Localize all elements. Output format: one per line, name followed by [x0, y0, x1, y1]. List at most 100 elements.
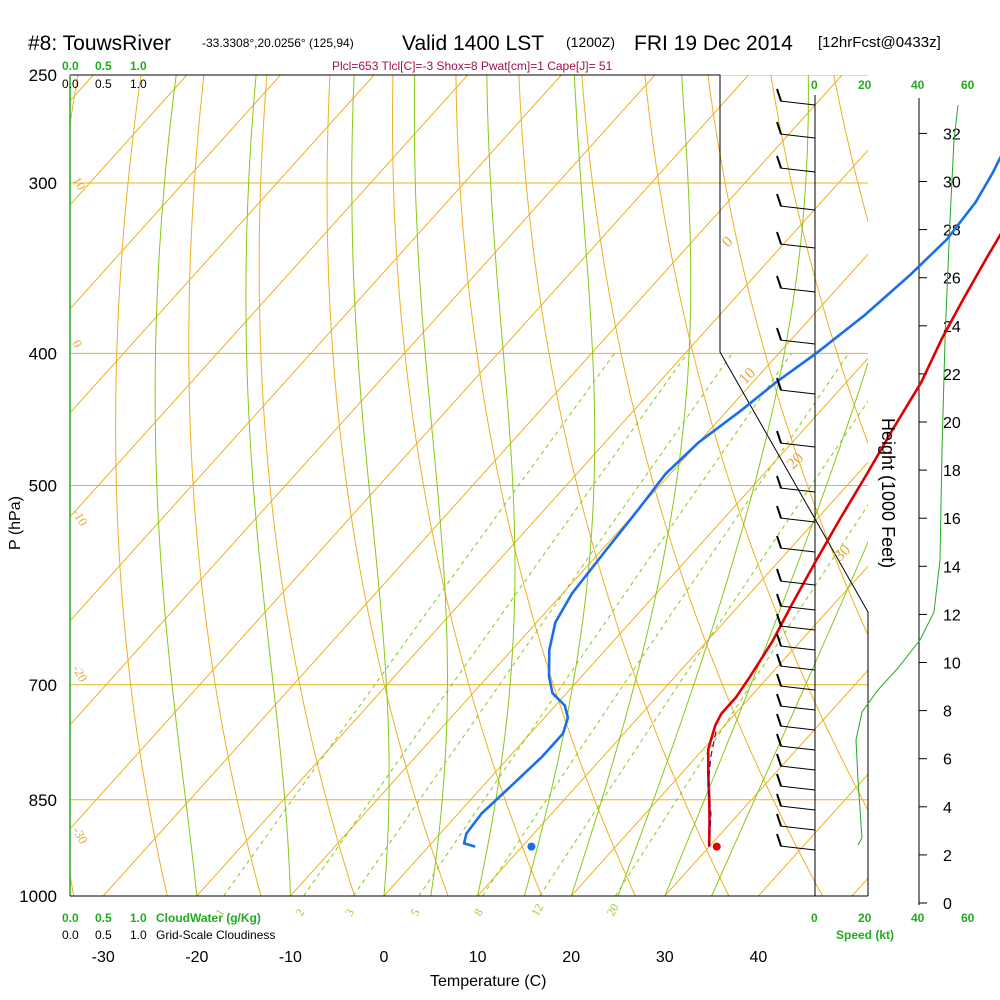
- speed-top-40: 40: [911, 78, 925, 92]
- dry-adiabat-label: 0: [69, 337, 85, 350]
- x-tick-label: 30: [656, 949, 674, 966]
- height-tick-label: 22: [943, 367, 961, 384]
- x-tick-label: 40: [750, 949, 768, 966]
- speed-top-20: 20: [858, 78, 872, 92]
- isotherm: [664, 669, 868, 896]
- grid-layer: [0, 51, 868, 896]
- station-title: #8: TouwsRiver: [28, 32, 171, 55]
- wind-barb-shaft: [779, 665, 816, 671]
- right-edge-label: 0: [719, 233, 737, 251]
- dry-adiabat-label: -10: [69, 506, 91, 529]
- height-tick-label: 12: [943, 607, 961, 624]
- mixing-ratio-line: [481, 353, 850, 896]
- mixing-ratio-line: [614, 504, 868, 896]
- moist-adiabat: [154, 75, 198, 896]
- height-axis-title: Height (1000 Feet): [878, 418, 898, 568]
- dry-adiabat: [258, 75, 355, 896]
- wind-barb-flag: [776, 693, 782, 707]
- wind-barb-shaft: [779, 547, 816, 553]
- cloud-bottom-green-1: 0.5: [95, 911, 112, 925]
- dry-adiabat: [644, 75, 868, 812]
- speed-bottom-0: 0: [811, 911, 818, 925]
- x-axis-title: Temperature (C): [430, 973, 546, 990]
- wind-barb-flag: [776, 327, 782, 341]
- wind-barb-flag: [776, 753, 782, 767]
- wind-barb-shaft: [779, 487, 816, 493]
- dry-adiabat: [770, 75, 868, 445]
- wind-barb-flag: [776, 773, 782, 787]
- wind-barb-flag: [776, 793, 782, 807]
- height-tick-label: 2: [943, 848, 952, 865]
- wind-barb-shaft: [779, 133, 816, 139]
- moist-adiabat: [351, 75, 390, 896]
- wind-barb-flag: [776, 275, 782, 289]
- dry-adiabat: [188, 75, 262, 896]
- isotherm: [70, 75, 469, 518]
- x-tick-label: -10: [279, 949, 302, 966]
- height-tick-label: 14: [943, 559, 961, 576]
- wind-barb-shaft: [779, 100, 816, 106]
- isotherm: [477, 461, 868, 896]
- cloud-top-black-1: 0.5: [95, 77, 112, 91]
- wind-barb-shaft: [779, 605, 816, 611]
- cloud-bottom-black-2: 1.0: [130, 928, 147, 942]
- wind-barb-flag: [776, 813, 782, 827]
- cloud-bottom-black-0: 0.0: [62, 928, 79, 942]
- isotherm: [70, 75, 562, 622]
- pressure-label-250: 250: [29, 66, 57, 85]
- dry-adiabat-label: -20: [69, 662, 91, 685]
- isotherm: [196, 149, 868, 896]
- wind-barb-shaft: [779, 287, 816, 293]
- wind-barb-shaft: [779, 205, 816, 211]
- x-tick-label: -20: [185, 949, 208, 966]
- height-tick-label: 6: [943, 752, 952, 769]
- wind-barb-flag: [776, 505, 782, 519]
- dry-adiabat-label: -30: [69, 824, 91, 847]
- dry-adiabat: [833, 75, 868, 224]
- speed-bottom-20: 20: [858, 911, 872, 925]
- x-tick-label: 10: [469, 949, 487, 966]
- dewpoint-line: [462, 155, 1000, 848]
- cloudiness-label: Grid-Scale Cloudiness: [156, 928, 275, 942]
- speed-top-0: 0: [811, 78, 818, 92]
- wind-barb-shaft: [779, 805, 816, 811]
- data-layer: [462, 104, 1000, 851]
- mixing-ratio-label-5: 5: [407, 906, 422, 918]
- isotherm: [383, 357, 868, 896]
- isotherm: [570, 565, 868, 896]
- moist-adiabat: [523, 75, 596, 896]
- mixing-ratio-label-3: 3: [342, 906, 357, 918]
- moist-adiabat: [245, 75, 291, 896]
- parcel-line: [707, 729, 717, 847]
- wind-barb-flag: [776, 193, 782, 207]
- dry-adiabat: [391, 75, 543, 896]
- wind-barb-flag: [776, 535, 782, 549]
- height-tick-label: 4: [943, 800, 952, 817]
- wind-barb-shaft: [779, 339, 816, 345]
- wind-speed-profile: [855, 104, 959, 846]
- height-tick-label: 24: [943, 319, 961, 336]
- wind-barb-flag: [776, 475, 782, 489]
- isotherm: [290, 253, 868, 896]
- height-tick-label: 32: [943, 126, 961, 143]
- mixing-ratio-line: [418, 353, 792, 896]
- x-tick-label: 20: [562, 949, 580, 966]
- cloudwater-label: CloudWater (g/Kg): [156, 911, 261, 925]
- pressure-label-850: 850: [29, 791, 57, 810]
- wind-barb-shaft: [779, 845, 816, 851]
- y-axis-title: P (hPa): [7, 496, 24, 550]
- dry-adiabat: [581, 75, 823, 896]
- cloud-top-green-2: 1.0: [130, 59, 147, 73]
- wind-barb-shaft: [779, 825, 816, 831]
- wind-barb-flag: [776, 121, 782, 135]
- wind-barb-flag: [776, 593, 782, 607]
- wind-barb-shaft: [779, 243, 816, 249]
- plot-border: [70, 74, 869, 896]
- wind-barb-flag: [776, 231, 782, 245]
- dry-adiabat: [0, 51, 20, 896]
- mixing-ratio-label-20: 20: [604, 901, 622, 918]
- dry-adiabat: [707, 75, 868, 636]
- wind-barb-shaft: [779, 645, 816, 651]
